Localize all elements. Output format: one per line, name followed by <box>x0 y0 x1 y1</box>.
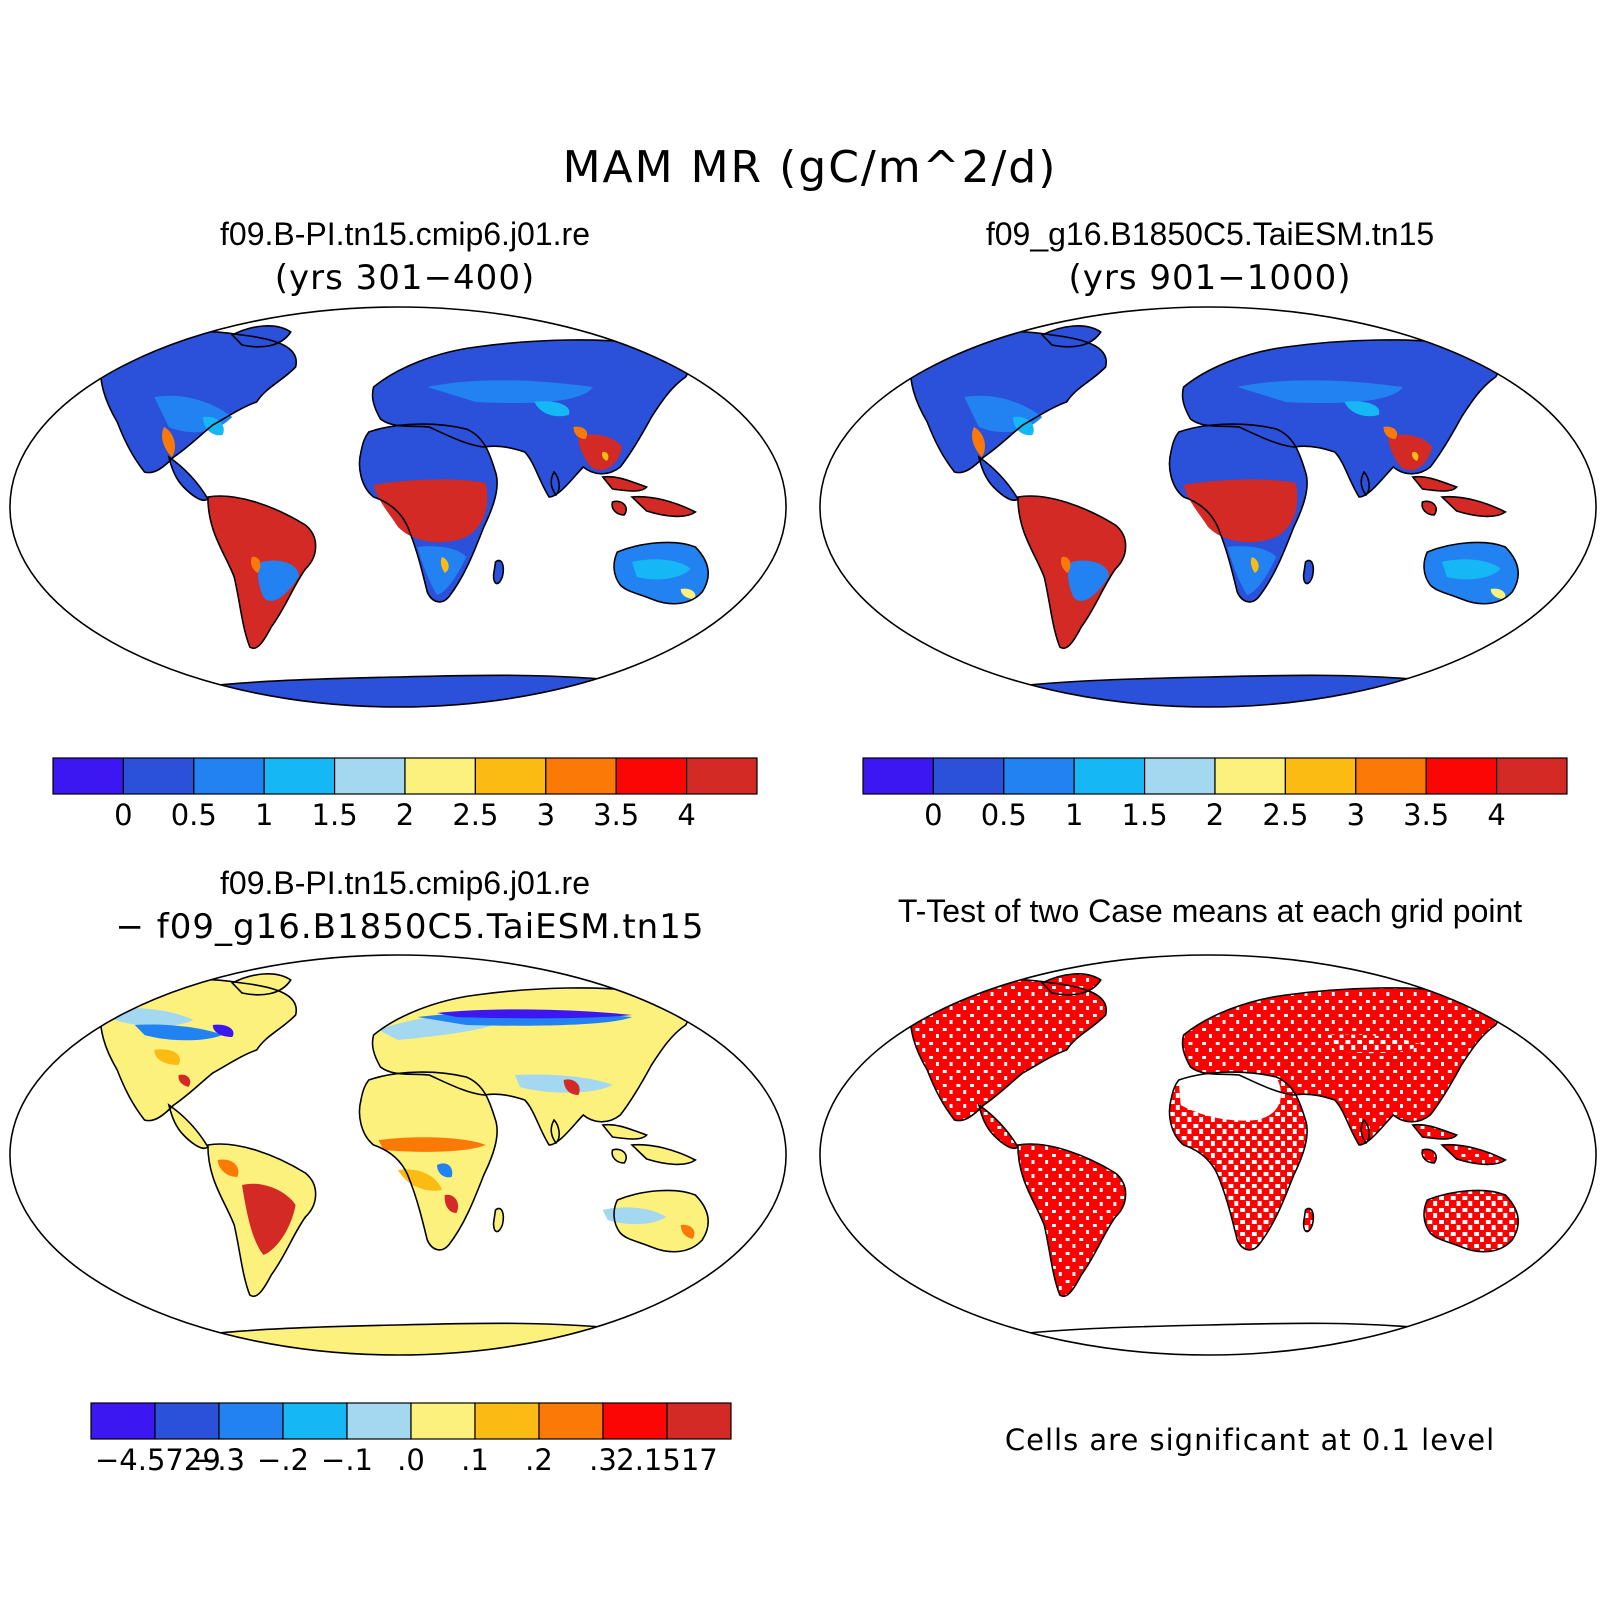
colorbar-swatch <box>666 1402 732 1440</box>
significance-note: Cells are significant at 0.1 level <box>1004 1423 1496 1457</box>
map-significance <box>820 955 1596 1368</box>
colorbar-swatch <box>346 1402 412 1440</box>
colorbar-swatch <box>545 757 617 795</box>
colorbar-case-2 <box>862 757 1568 795</box>
colorbar-swatch <box>862 757 935 795</box>
colorbar-tick-label: 2.1517 <box>616 1443 718 1477</box>
colorbar-tick-label: 0.5 <box>170 798 217 832</box>
panel-title-bottom-right: T-Test of two Case means at each grid po… <box>897 893 1523 929</box>
colorbar-swatch <box>193 757 265 795</box>
colorbar-swatch <box>1284 757 1357 795</box>
colorbar-tick-label: .3 <box>589 1443 617 1477</box>
colorbar-tick-label: 3.5 <box>593 798 640 832</box>
colorbar-case-1 <box>52 757 758 795</box>
panel-title-top-left: f09.B-PI.tn15.cmip6.j01.re <box>220 216 590 252</box>
colorbar-swatch <box>282 1402 348 1440</box>
panel-subtitle-bottom-left: − f09_g16.B1850C5.TaiESM.tn15 <box>115 907 705 947</box>
colorbar-tick-label: 4 <box>677 798 696 832</box>
colorbar-swatch <box>52 757 125 795</box>
panel-title-top-right: f09_g16.B1850C5.TaiESM.tn15 <box>985 216 1435 252</box>
colorbar-swatch <box>404 757 477 795</box>
main-title: MAM MR (gC/m^2/d) <box>562 142 1058 193</box>
colorbar-swatch <box>334 757 406 795</box>
colorbar-tick-label: −.3 <box>193 1443 245 1477</box>
colorbar-swatch <box>538 1402 604 1440</box>
colorbar-swatch <box>474 1402 540 1440</box>
colorbar-tick-label: −.1 <box>321 1443 373 1477</box>
map-case-1 <box>10 307 786 720</box>
colorbar-swatch <box>122 757 195 795</box>
colorbar-tick-label: 2 <box>1205 798 1225 832</box>
colorbar-swatch <box>615 757 688 795</box>
colorbar-swatch <box>1355 757 1427 795</box>
colorbar-swatch <box>1003 757 1075 795</box>
colorbar-tick-label: .2 <box>525 1443 553 1477</box>
colorbar-swatch <box>90 1402 156 1440</box>
panel-title-bottom-left: f09.B-PI.tn15.cmip6.j01.re <box>220 865 590 901</box>
map-difference <box>10 955 786 1368</box>
colorbar-swatch <box>932 757 1005 795</box>
colorbar-tick-label: −.2 <box>257 1443 309 1477</box>
colorbar-difference <box>90 1402 732 1440</box>
colorbar-tick-label: 3.5 <box>1403 798 1450 832</box>
panel-subtitle-top-right: (yrs 901−1000) <box>1068 258 1352 298</box>
colorbar-swatch <box>685 757 758 795</box>
colorbar-swatch <box>410 1402 476 1440</box>
colorbar-tick-label: 1.5 <box>1121 798 1168 832</box>
panel-subtitle-top-left: (yrs 301−400) <box>274 258 536 298</box>
colorbar-tick-label: 1 <box>1064 798 1084 832</box>
colorbar-tick-label: 3 <box>1346 798 1366 832</box>
colorbar-tick-label: −4.5729 <box>95 1443 221 1477</box>
colorbar-tick-label: 3 <box>536 798 556 832</box>
colorbar-tick-label: 2 <box>395 798 415 832</box>
colorbar-swatch <box>1425 757 1498 795</box>
colorbar-tick-label: 2.5 <box>452 798 499 832</box>
colorbar-tick-label: 1.5 <box>311 798 358 832</box>
colorbar-tick-label: 0 <box>924 798 943 832</box>
colorbar-swatch <box>474 757 547 795</box>
colorbar-swatch <box>263 757 336 795</box>
colorbar-tick-label: 0.5 <box>980 798 1027 832</box>
colorbar-swatch <box>1143 757 1216 795</box>
colorbar-swatch <box>1073 757 1146 795</box>
colorbar-swatch <box>1495 757 1568 795</box>
colorbar-tick-label: 2.5 <box>1262 798 1309 832</box>
colorbar-tick-label: .0 <box>397 1443 425 1477</box>
colorbar-tick-label: 1 <box>254 798 274 832</box>
map-case-2 <box>820 307 1596 720</box>
colorbar-tick-label: .1 <box>461 1443 489 1477</box>
colorbar-swatch <box>602 1402 668 1440</box>
colorbar-swatch <box>154 1402 220 1440</box>
colorbar-swatch <box>218 1402 284 1440</box>
colorbar-tick-label: 0 <box>114 798 133 832</box>
colorbar-tick-label: 4 <box>1487 798 1506 832</box>
colorbar-swatch <box>1214 757 1287 795</box>
